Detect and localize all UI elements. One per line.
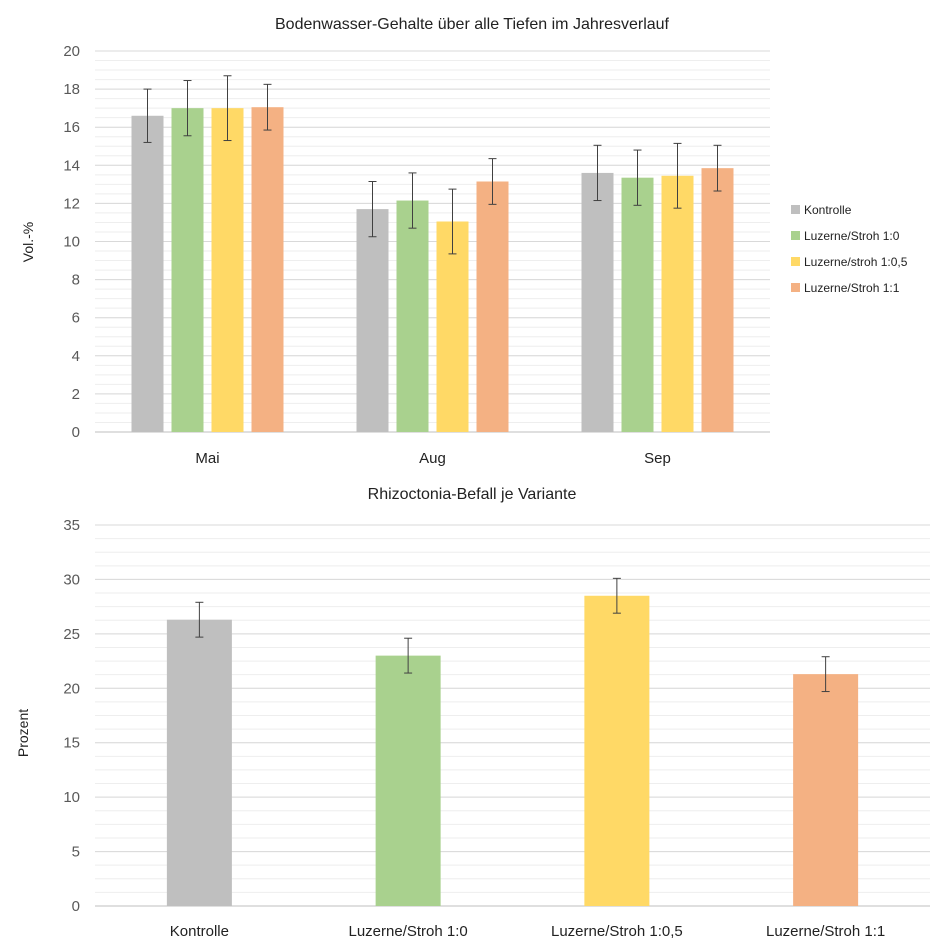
chart1-y-tick-label: 2	[72, 386, 80, 403]
chart1-error-bar	[368, 180, 377, 238]
chart2-error-bar	[821, 656, 830, 693]
chart1-error-bar	[143, 88, 152, 143]
chart2-bar	[375, 655, 441, 906]
chart1-error-bar	[488, 158, 497, 205]
chart2-error-bars	[195, 577, 830, 693]
chart1-y-tick-label: 6	[72, 310, 80, 327]
chart2-error-bar	[195, 601, 204, 638]
chart1-y-tick-label: 20	[63, 43, 80, 60]
chart1-bar	[476, 181, 509, 432]
chart2-x-tick-label: Kontrolle	[170, 923, 229, 940]
chart2-bar	[793, 674, 859, 906]
chart2-bar	[584, 595, 650, 906]
chart2-y-tick-label: 20	[63, 680, 80, 697]
chart1-y-axis-label: Vol.-%	[20, 222, 36, 262]
chart2-y-tick-label: 30	[63, 571, 80, 588]
chart2-x-tick-label: Luzerne/Stroh 1:0	[349, 923, 468, 940]
chart1-error-bar	[223, 75, 232, 142]
chart1-bars	[131, 107, 734, 433]
chart1-x-tick-label: Mai	[195, 450, 219, 467]
chart1-bar	[171, 108, 204, 433]
chart1-bar	[621, 177, 654, 432]
chart2-error-bar	[612, 577, 621, 614]
chart1-bar	[211, 108, 244, 433]
chart2-y-tick-label: 5	[72, 844, 80, 861]
chart1-y-tick-label: 18	[63, 81, 80, 98]
chart1-legend: Kontrolle Luzerne/Stroh 1:0 Luzerne/stroh …	[791, 203, 908, 295]
chart1-y-tick-label: 10	[63, 234, 80, 251]
chart1-title: Bodenwasser-Gehalte über alle Tiefen im …	[275, 16, 670, 33]
chart1-bar	[251, 107, 284, 432]
chart1-error-bar	[263, 83, 272, 131]
chart2-y-tick-label: 35	[63, 517, 80, 534]
chart2-y-ticks: 0 5 10 15 20 25 30 35	[63, 517, 80, 915]
chart1-bar	[436, 221, 469, 432]
soil-water-chart: Bodenwasser-Gehalte über alle Tiefen im …	[20, 16, 908, 467]
chart2-x-tick-label: Luzerne/Stroh 1:0,5	[551, 923, 683, 940]
chart2-y-tick-label: 25	[63, 626, 80, 643]
chart1-y-tick-label: 16	[63, 119, 80, 136]
chart2-bars	[166, 595, 859, 906]
chart1-error-bar	[713, 144, 722, 192]
chart2-y-tick-label: 10	[63, 789, 80, 806]
chart1-legend-label: Kontrolle	[804, 203, 852, 217]
chart1-error-bar	[408, 172, 417, 229]
chart1-gridlines	[95, 50, 770, 433]
chart1-bar	[581, 172, 614, 433]
chart1-legend-swatch	[791, 257, 800, 266]
chart1-legend-swatch	[791, 231, 800, 240]
chart1-y-tick-label: 12	[63, 195, 80, 212]
chart1-bar	[396, 200, 429, 432]
chart1-x-ticks: Mai Aug Sep	[195, 450, 670, 467]
chart1-bar	[701, 168, 734, 432]
chart1-y-tick-label: 8	[72, 272, 80, 289]
chart2-gridlines	[95, 524, 930, 907]
rhizoctonia-chart: Rhizoctonia-Befall je Variante Prozent 0…	[15, 486, 930, 940]
chart1-legend-swatch	[791, 205, 800, 214]
chart1-legend-label: Luzerne/Stroh 1:1	[804, 281, 900, 295]
chart1-legend-label: Luzerne/stroh 1:0,5	[804, 255, 908, 269]
chart1-bar	[661, 175, 694, 432]
chart1-error-bar	[593, 144, 602, 202]
chart1-x-tick-label: Aug	[419, 450, 446, 467]
chart1-y-tick-label: 0	[72, 424, 80, 441]
chart2-y-tick-label: 0	[72, 898, 80, 915]
chart1-y-tick-label: 4	[72, 348, 80, 365]
chart1-y-tick-label: 14	[63, 157, 80, 174]
chart1-legend-label: Luzerne/Stroh 1:0	[804, 229, 900, 243]
chart2-y-axis-label: Prozent	[15, 709, 31, 757]
chart1-error-bar	[633, 149, 642, 206]
chart1-error-bar	[183, 80, 192, 137]
chart2-y-tick-label: 15	[63, 735, 80, 752]
chart2-x-ticks: Kontrolle Luzerne/Stroh 1:0 Luzerne/Stroh …	[170, 923, 885, 940]
chart2-error-bar	[404, 637, 413, 674]
chart1-error-bars	[143, 75, 722, 255]
chart1-bar	[131, 115, 164, 433]
chart1-error-bar	[448, 188, 457, 255]
chart2-title: Rhizoctonia-Befall je Variante	[368, 486, 577, 503]
chart1-error-bar	[673, 142, 682, 209]
chart2-x-tick-label: Luzerne/Stroh 1:1	[766, 923, 885, 940]
chart1-bar	[356, 209, 389, 432]
chart1-legend-swatch	[791, 283, 800, 292]
chart1-x-tick-label: Sep	[644, 450, 671, 467]
chart2-bar	[166, 619, 232, 906]
chart1-y-ticks: 0 2 4 6 8 10 12 14 16 18 20	[63, 43, 80, 441]
